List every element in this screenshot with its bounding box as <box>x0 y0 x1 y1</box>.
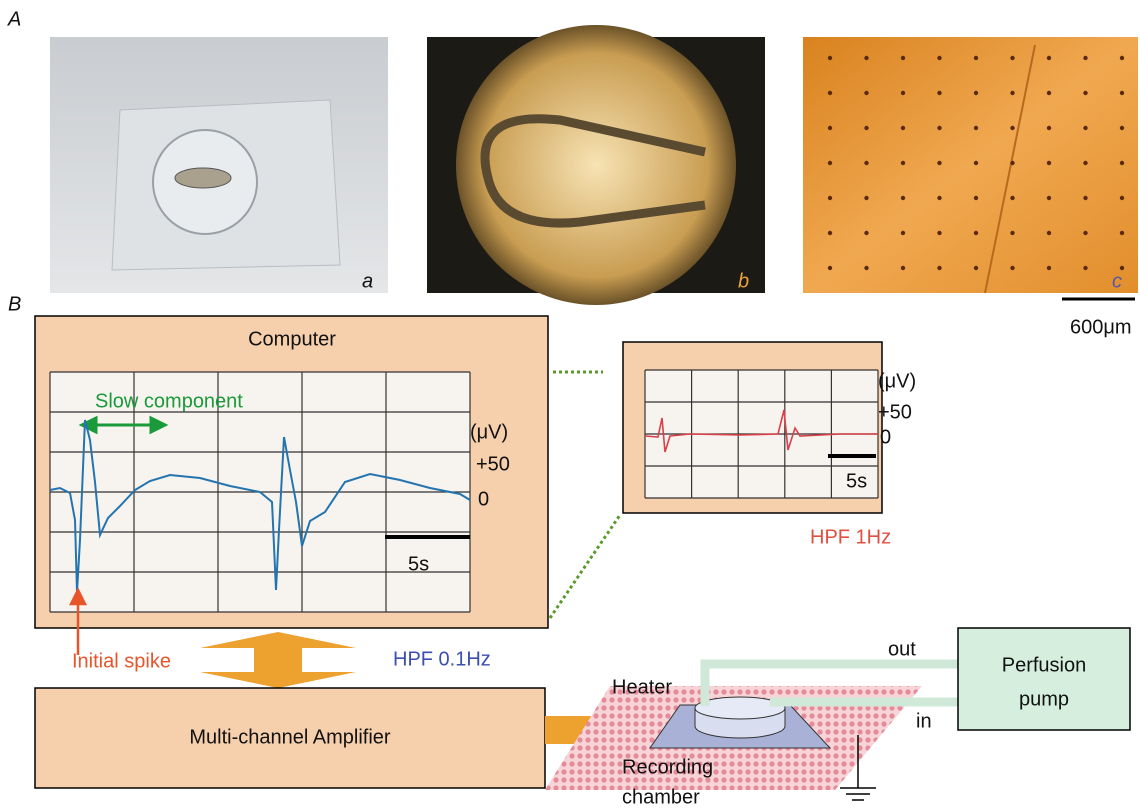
time-label: 5s <box>408 553 429 575</box>
electrode <box>974 231 978 235</box>
electrode <box>828 231 832 235</box>
computer-title: Computer <box>248 328 336 350</box>
filter-label: HPF 0.1Hz <box>393 648 491 670</box>
heater-label: Heater <box>612 676 672 698</box>
electrode <box>828 91 832 95</box>
electrode <box>901 126 905 130</box>
electrode <box>1083 231 1087 235</box>
electrode <box>937 196 941 200</box>
electrode <box>974 266 978 270</box>
electrode <box>937 266 941 270</box>
unit-label: (μV) <box>878 370 916 392</box>
electrode <box>937 91 941 95</box>
photo-c: c <box>803 37 1138 293</box>
electrode <box>901 161 905 165</box>
electrode <box>1010 91 1014 95</box>
electrode <box>1083 161 1087 165</box>
annotation: Initial spike <box>72 650 171 672</box>
electrode <box>1047 126 1051 130</box>
electrode <box>1083 91 1087 95</box>
electrode <box>828 56 832 60</box>
electrode <box>1010 231 1014 235</box>
electrode <box>901 266 905 270</box>
electrode <box>1120 126 1124 130</box>
electrode <box>1120 91 1124 95</box>
zoom-line <box>550 515 620 618</box>
electrode <box>864 196 868 200</box>
electrode <box>864 161 868 165</box>
amplitude-label: +50 <box>476 453 510 475</box>
unit-label: (μV) <box>470 421 508 443</box>
pump-label: Perfusion <box>1002 654 1087 676</box>
electrode <box>901 91 905 95</box>
electrode <box>1120 266 1124 270</box>
electrode <box>901 231 905 235</box>
electrode <box>864 126 868 130</box>
filter-label: HPF 1Hz <box>810 526 891 548</box>
electrode <box>864 91 868 95</box>
pump-label: pump <box>1019 688 1069 710</box>
electrode <box>1010 196 1014 200</box>
electrode <box>974 161 978 165</box>
electrode <box>974 126 978 130</box>
electrode <box>1047 266 1051 270</box>
electrode <box>974 56 978 60</box>
electrode <box>828 126 832 130</box>
outlet-label: out <box>888 638 916 660</box>
electrode <box>901 56 905 60</box>
electrode <box>1047 231 1051 235</box>
electrode <box>1010 126 1014 130</box>
electrode <box>1083 56 1087 60</box>
zero-label: 0 <box>478 488 489 510</box>
annotation: Slow component <box>95 390 243 412</box>
electrode <box>864 56 868 60</box>
scale-label: 600μm <box>1070 316 1132 338</box>
photo-label: c <box>1112 270 1122 292</box>
zero-label: 0 <box>880 426 891 448</box>
electrode <box>1047 161 1051 165</box>
chamber-label: chamber <box>622 786 700 808</box>
pump-box <box>958 628 1130 730</box>
electrode <box>1120 56 1124 60</box>
electrode <box>937 126 941 130</box>
electrode <box>1120 196 1124 200</box>
chamber-label: Recording <box>622 756 713 778</box>
electrode <box>937 56 941 60</box>
inlet-label: in <box>916 710 932 732</box>
electrode <box>1083 126 1087 130</box>
electrode <box>1120 161 1124 165</box>
amplifier-label: Multi-channel Amplifier <box>189 726 391 748</box>
photo-b: b <box>427 25 765 305</box>
electrode <box>828 196 832 200</box>
electrode <box>937 161 941 165</box>
electrode <box>1120 231 1124 235</box>
electrode <box>1083 196 1087 200</box>
electrode <box>1047 196 1051 200</box>
photo-label: a <box>362 270 373 292</box>
electrode <box>937 231 941 235</box>
figure: A a b c 600μm B Computer Slow component … <box>0 0 1140 808</box>
electrode <box>974 196 978 200</box>
electrode <box>974 91 978 95</box>
panel-label: A <box>7 8 21 30</box>
electrode <box>1010 161 1014 165</box>
amplitude-label: +50 <box>878 401 912 423</box>
photo-label: b <box>738 270 749 292</box>
electrode <box>1083 266 1087 270</box>
electrode <box>864 266 868 270</box>
electrode <box>901 196 905 200</box>
electrode <box>1047 91 1051 95</box>
electrode <box>1047 56 1051 60</box>
electrode <box>1010 266 1014 270</box>
electrode <box>1010 56 1014 60</box>
electrode <box>828 161 832 165</box>
connector-arrow <box>200 632 356 688</box>
panel-label: B <box>8 293 21 315</box>
electrode <box>828 266 832 270</box>
time-label: 5s <box>846 470 867 492</box>
photo-a: a <box>50 37 388 293</box>
electrode <box>864 231 868 235</box>
